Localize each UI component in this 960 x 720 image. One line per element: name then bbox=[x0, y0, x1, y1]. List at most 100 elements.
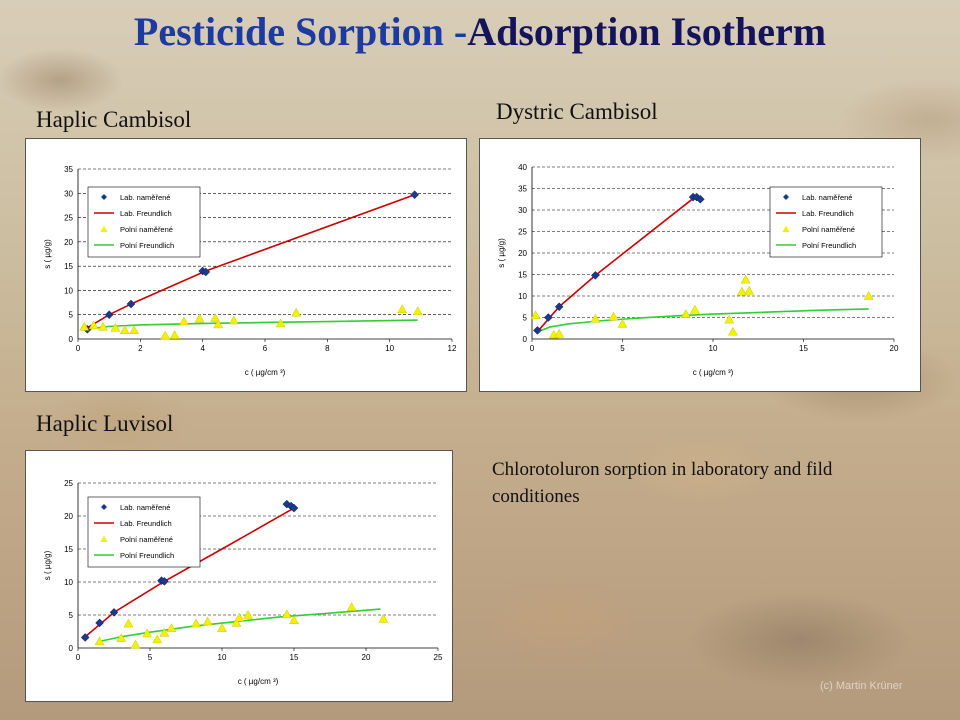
data-point-diamond bbox=[201, 267, 211, 277]
data-point-diamond bbox=[126, 299, 136, 309]
x-tick-label: 20 bbox=[890, 344, 899, 353]
y-tick-label: 0 bbox=[523, 335, 528, 344]
y-axis-title: s ( µg/g) bbox=[497, 238, 506, 268]
y-tick-label: 35 bbox=[518, 185, 527, 194]
x-axis-title: c ( µg/cm ³) bbox=[245, 368, 286, 377]
legend-label: Lab. Freundlich bbox=[802, 209, 854, 218]
legend-label: Lab. Freundlich bbox=[120, 209, 172, 218]
x-tick-label: 0 bbox=[76, 344, 81, 353]
y-tick-label: 25 bbox=[64, 214, 73, 223]
legend-triangle-swatch bbox=[100, 225, 108, 232]
data-point-triangle bbox=[412, 306, 423, 316]
y-tick-label: 20 bbox=[64, 238, 73, 247]
y-axis-title: s ( µg/g) bbox=[43, 550, 52, 580]
data-point-triangle bbox=[152, 634, 163, 644]
data-point-diamond bbox=[104, 310, 114, 320]
data-point-triangle bbox=[378, 613, 389, 623]
x-tick-label: 5 bbox=[148, 653, 153, 662]
x-tick-label: 0 bbox=[530, 344, 535, 353]
data-point-triangle bbox=[98, 321, 108, 331]
data-point-triangle bbox=[210, 313, 221, 322]
x-tick-label: 15 bbox=[290, 653, 299, 662]
y-tick-label: 20 bbox=[64, 512, 73, 521]
legend-label: Polní naměřené bbox=[120, 535, 173, 544]
data-point-triangle bbox=[617, 318, 628, 328]
data-point-triangle bbox=[689, 304, 700, 314]
data-point-triangle bbox=[530, 310, 541, 320]
data-point-diamond bbox=[695, 194, 705, 204]
y-tick-label: 20 bbox=[518, 249, 527, 258]
y-tick-label: 25 bbox=[518, 228, 527, 237]
y-tick-label: 25 bbox=[64, 479, 73, 488]
data-point-triangle bbox=[130, 639, 141, 649]
chart-panel-haplic-cambisol: 0 5 10 15 20 25 30 35 0 2 4 6 8 10 12 c ( µg/cm ³) s ( µ… bbox=[25, 138, 467, 392]
y-tick-label: 10 bbox=[64, 578, 73, 587]
x-tick-label: 10 bbox=[385, 344, 394, 353]
y-tick-label: 0 bbox=[69, 335, 74, 344]
y-tick-label: 15 bbox=[64, 262, 73, 271]
y-tick-label: 35 bbox=[64, 165, 73, 174]
data-point-triangle bbox=[228, 315, 239, 325]
chart-dystric-cambisol: 0 5 10 15 20 25 30 35 40 0 5 10 15 20 c ( µg/cm ³) s ( … bbox=[497, 163, 899, 377]
x-tick-label: 10 bbox=[709, 344, 718, 353]
x-tick-label: 10 bbox=[218, 653, 227, 662]
data-point-triangle bbox=[194, 313, 205, 323]
legend-triangle-swatch bbox=[782, 225, 790, 232]
data-point-triangle bbox=[213, 319, 224, 329]
chart-panel-dystric-cambisol: 0 5 10 15 20 25 30 35 40 0 5 10 15 20 c ( µg/cm ³) s ( … bbox=[479, 138, 921, 392]
photo-credit: (c) Martin Krüner bbox=[820, 680, 903, 692]
data-point-triangle bbox=[608, 311, 619, 321]
page-title: Pesticide Sorption -Adsorption Isotherm bbox=[0, 6, 960, 58]
legend-diamond-swatch bbox=[101, 504, 107, 510]
data-point-triangle bbox=[281, 609, 292, 619]
data-point-triangle bbox=[242, 609, 253, 619]
data-point-triangle bbox=[191, 618, 202, 628]
data-point-triangle bbox=[79, 321, 90, 331]
data-point-triangle bbox=[110, 322, 121, 332]
data-point-triangle bbox=[142, 628, 153, 638]
x-axis-title: c ( µg/cm ³) bbox=[693, 368, 734, 377]
x-tick-label: 8 bbox=[325, 344, 330, 353]
x-tick-label: 5 bbox=[620, 344, 625, 353]
data-point-diamond bbox=[554, 302, 564, 312]
chart-haplic-luvisol: 0 5 10 15 20 25 0 5 10 15 20 25 c ( µg/cm ³) s ( µg/g… bbox=[43, 479, 443, 686]
data-point-diamond bbox=[80, 633, 90, 642]
data-point-triangle bbox=[680, 309, 691, 318]
x-tick-label: 6 bbox=[263, 344, 268, 353]
x-tick-label: 0 bbox=[76, 653, 81, 662]
legend-label: Polní naměřené bbox=[120, 225, 173, 234]
title-part2: Adsorption Isotherm bbox=[467, 9, 827, 54]
data-point-triangle bbox=[737, 286, 747, 296]
legend-triangle-swatch bbox=[100, 535, 108, 542]
x-tick-label: 4 bbox=[200, 344, 205, 353]
data-point-triangle bbox=[169, 330, 180, 339]
series-line bbox=[536, 196, 701, 333]
data-point-diamond bbox=[590, 271, 600, 280]
data-point-triangle bbox=[740, 274, 751, 284]
data-point-triangle bbox=[94, 636, 105, 646]
data-point-triangle bbox=[275, 318, 286, 328]
data-point-triangle bbox=[202, 616, 213, 626]
data-point-triangle bbox=[289, 615, 299, 625]
data-point-triangle bbox=[159, 627, 170, 637]
data-point-triangle bbox=[397, 304, 408, 314]
title-part1: Pesticide Sorption - bbox=[133, 9, 468, 54]
y-tick-label: 15 bbox=[518, 271, 527, 280]
y-tick-label: 10 bbox=[518, 292, 527, 301]
y-tick-label: 30 bbox=[64, 189, 73, 198]
data-point-diamond bbox=[543, 313, 553, 322]
y-tick-label: 40 bbox=[518, 163, 527, 172]
y-tick-label: 15 bbox=[64, 545, 73, 554]
chart-haplic-cambisol: 0 5 10 15 20 25 30 35 0 2 4 6 8 10 12 c ( µg/cm ³) s ( µ… bbox=[43, 165, 457, 377]
legend-label: Lab. naměřené bbox=[120, 193, 170, 202]
x-tick-label: 2 bbox=[138, 344, 143, 353]
legend-diamond-swatch bbox=[101, 194, 107, 200]
data-point-triangle bbox=[724, 314, 735, 324]
data-point-triangle bbox=[116, 633, 127, 642]
chart-note: Chlorotoluron sorption in laboratory and… bbox=[492, 459, 833, 507]
data-point-triangle bbox=[744, 285, 755, 295]
caption-dystric-cambisol: Dystric Cambisol bbox=[496, 99, 658, 124]
data-point-triangle bbox=[863, 290, 874, 300]
series-line bbox=[535, 308, 869, 334]
y-tick-label: 5 bbox=[69, 611, 74, 620]
